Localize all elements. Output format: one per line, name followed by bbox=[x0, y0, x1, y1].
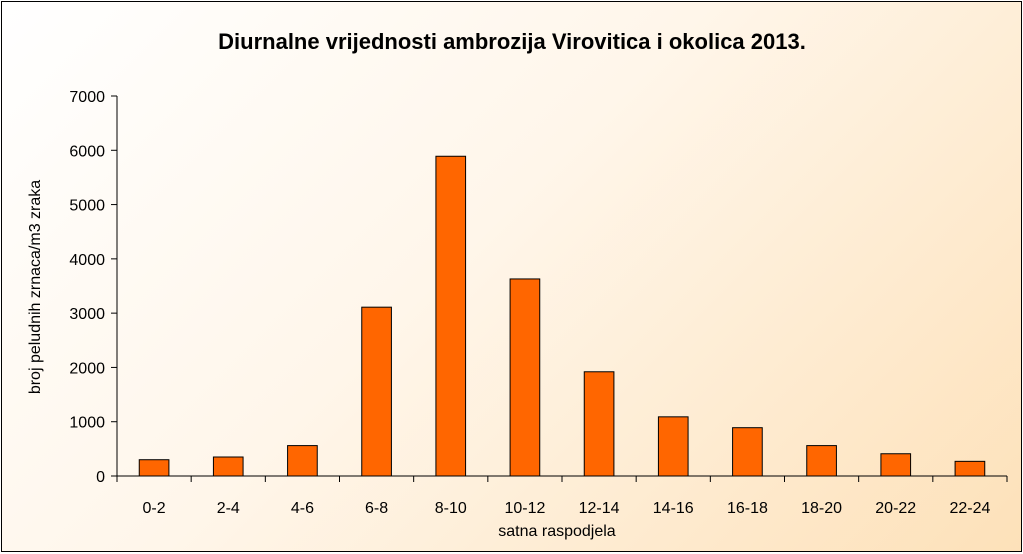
bar bbox=[583, 371, 615, 477]
y-tick-label: 3000 bbox=[69, 306, 105, 323]
bar bbox=[138, 459, 170, 477]
x-tick-label: 2-4 bbox=[217, 500, 240, 517]
bar bbox=[732, 427, 763, 477]
y-tick-label: 0 bbox=[96, 469, 105, 486]
x-tick-label: 18-20 bbox=[801, 500, 842, 517]
bar bbox=[287, 445, 318, 477]
x-tick-label: 4-6 bbox=[291, 500, 314, 517]
bar bbox=[212, 456, 244, 477]
plot-area: 0 1000 2000 3000 4000 5000 6000 7000 0-2 2-4 4-6 6-… bbox=[69, 89, 1008, 517]
y-tick-label: 2000 bbox=[69, 360, 105, 377]
x-tick-label: 16-18 bbox=[727, 500, 768, 517]
bar bbox=[435, 155, 467, 477]
x-tick-label: 22-24 bbox=[949, 500, 990, 517]
y-tick-label: 6000 bbox=[69, 143, 105, 160]
y-tick-label: 1000 bbox=[69, 415, 105, 432]
bar bbox=[657, 416, 689, 477]
x-tick-label: 20-22 bbox=[875, 500, 916, 517]
x-tick-label: 12-14 bbox=[579, 500, 620, 517]
bar bbox=[954, 460, 986, 477]
x-tick-label: 0-2 bbox=[143, 500, 166, 517]
y-tick-label: 4000 bbox=[69, 252, 105, 269]
bar bbox=[880, 453, 912, 477]
bar bbox=[361, 306, 392, 477]
bar bbox=[806, 445, 837, 477]
y-tick-label: 5000 bbox=[69, 198, 105, 215]
x-tick-label: 8-10 bbox=[435, 500, 467, 517]
x-axis-label: satna raspodjela bbox=[498, 523, 616, 540]
y-axis-label: broj peludnih zrnaca/m3 zraka bbox=[27, 180, 44, 394]
x-tick-label: 6-8 bbox=[365, 500, 388, 517]
x-tick-label: 10-12 bbox=[504, 500, 545, 517]
chart-title: Diurnalne vrijednosti ambrozija Viroviti… bbox=[218, 29, 806, 54]
bar bbox=[509, 278, 541, 477]
y-tick-label: 7000 bbox=[69, 89, 105, 106]
x-tick-label: 14-16 bbox=[653, 500, 694, 517]
